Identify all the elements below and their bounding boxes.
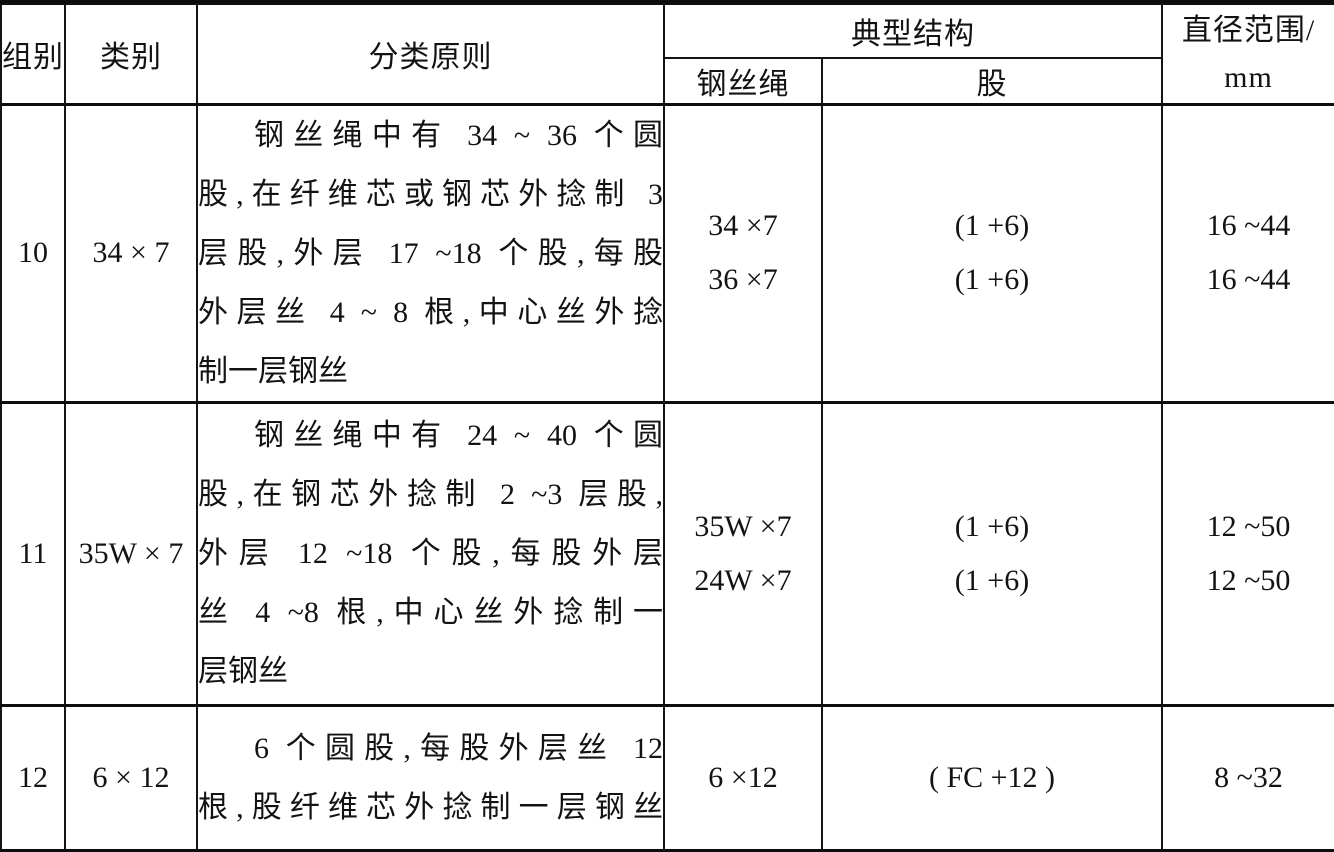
diameter-value: 8 ~32 bbox=[1214, 760, 1283, 794]
col-header-diameter-range: 直径范围/ mm bbox=[1161, 0, 1334, 105]
col-header-rope: 钢丝绳 bbox=[663, 56, 823, 105]
strand-cell: (1 +6) (1 +6) bbox=[821, 102, 1163, 403]
rope-value: 6 ×12 bbox=[708, 760, 778, 794]
col-header-typical-structure: 典型结构 bbox=[663, 0, 1163, 59]
strand-values: ( FC +12 ) bbox=[824, 751, 1160, 805]
strand-value: (1 +6) bbox=[954, 509, 1030, 543]
rope-values: 6 ×12 bbox=[666, 751, 820, 805]
rope-cell: 34 ×7 36 ×7 bbox=[663, 102, 823, 403]
header-row-1: 组别 类别 分类原则 典型结构 直径范围/ mm bbox=[0, 0, 1334, 105]
principle-line: 层钢丝 bbox=[198, 655, 288, 688]
group-cell: 12 bbox=[0, 703, 66, 852]
diameter-value: 16 ~44 bbox=[1206, 209, 1291, 242]
principle-line: 层股,外层 17 ~18 个股,每股 bbox=[198, 236, 663, 270]
principle-line: 股,在纤维芯或钢芯外捻制 3 bbox=[198, 177, 663, 211]
rope-value: 24W ×7 bbox=[694, 563, 792, 597]
principle-line: 丝 4 ~8 根,中心丝外捻制一 bbox=[198, 596, 663, 629]
rope-cell: 35W ×7 24W ×7 bbox=[663, 400, 823, 706]
col-header-category: 类别 bbox=[64, 0, 198, 105]
principle-cell: 6 个圆股,每股外层丝 12 根,股纤维芯外捻制一层钢丝 bbox=[196, 703, 665, 852]
principle-line: 根,股纤维芯外捻制一层钢丝 bbox=[198, 790, 663, 824]
strand-value: ( FC +12 ) bbox=[928, 760, 1056, 794]
principle-line: 钢丝绳中有 24 ~ 40 个圆 bbox=[254, 419, 663, 452]
strand-value: (1 +6) bbox=[954, 563, 1030, 597]
principle-line: 股,在钢芯外捻制 2 ~3 层股, bbox=[198, 478, 663, 511]
rope-cell: 6 ×12 bbox=[663, 703, 823, 852]
diameter-header-unit: mm bbox=[1224, 60, 1273, 94]
table-row-group-10: 10 34 × 7 钢丝绳中有 34 ~ 36 个圆 股,在纤维芯或钢芯外捻制 … bbox=[0, 102, 1334, 403]
group-cell: 10 bbox=[0, 102, 66, 403]
diameter-cell: 8 ~32 bbox=[1161, 703, 1334, 852]
table-row-group-11: 11 35W × 7 钢丝绳中有 24 ~ 40 个圆 股,在钢芯外捻制 2 ~… bbox=[0, 400, 1334, 706]
strand-value: (1 +6) bbox=[954, 209, 1030, 242]
rope-value: 34 ×7 bbox=[708, 209, 778, 242]
diameter-values: 12 ~50 12 ~50 bbox=[1164, 500, 1333, 608]
table-row-group-12: 12 6 × 12 6 个圆股,每股外层丝 12 根,股纤维芯外捻制一层钢丝 6… bbox=[0, 703, 1334, 852]
diameter-value: 12 ~50 bbox=[1206, 509, 1291, 543]
col-header-principle: 分类原则 bbox=[196, 0, 665, 105]
rope-value: 35W ×7 bbox=[694, 509, 792, 543]
principle-line: 钢丝绳中有 34 ~ 36 个圆 bbox=[254, 118, 663, 152]
strand-values: (1 +6) (1 +6) bbox=[824, 199, 1160, 307]
diameter-values: 8 ~32 bbox=[1164, 751, 1333, 805]
diameter-cell: 12 ~50 12 ~50 bbox=[1161, 400, 1334, 706]
principle-line: 制一层钢丝 bbox=[198, 354, 348, 388]
strand-cell: (1 +6) (1 +6) bbox=[821, 400, 1163, 706]
col-header-strand: 股 bbox=[821, 56, 1163, 105]
strand-values: (1 +6) (1 +6) bbox=[824, 500, 1160, 608]
category-cell: 35W × 7 bbox=[64, 400, 198, 706]
strand-value: (1 +6) bbox=[954, 263, 1030, 296]
strand-cell: ( FC +12 ) bbox=[821, 703, 1163, 852]
col-header-group: 组别 bbox=[0, 0, 66, 105]
principle-cell: 钢丝绳中有 24 ~ 40 个圆 股,在钢芯外捻制 2 ~3 层股, 外层 12… bbox=[196, 400, 665, 706]
principle-line: 外层 12 ~18 个股,每股外层 bbox=[198, 537, 663, 570]
principle-cell: 钢丝绳中有 34 ~ 36 个圆 股,在纤维芯或钢芯外捻制 3 层股,外层 17… bbox=[196, 102, 665, 403]
diameter-value: 16 ~44 bbox=[1206, 263, 1291, 296]
rope-values: 34 ×7 36 ×7 bbox=[666, 199, 820, 307]
group-cell: 11 bbox=[0, 400, 66, 706]
rope-values: 35W ×7 24W ×7 bbox=[666, 500, 820, 608]
principle-line: 外层丝 4 ~ 8 根,中心丝外捻 bbox=[198, 295, 663, 329]
category-cell: 34 × 7 bbox=[64, 102, 198, 403]
diameter-values: 16 ~44 16 ~44 bbox=[1164, 199, 1333, 307]
rope-value: 36 ×7 bbox=[708, 263, 778, 296]
principle-line: 6 个圆股,每股外层丝 12 bbox=[254, 731, 663, 765]
diameter-value: 12 ~50 bbox=[1206, 563, 1291, 597]
diameter-header-line1: 直径范围/ bbox=[1181, 13, 1316, 47]
category-cell: 6 × 12 bbox=[64, 703, 198, 852]
header-row-2: 钢丝绳 股 bbox=[1, 56, 1334, 105]
diameter-cell: 16 ~44 16 ~44 bbox=[1161, 102, 1334, 403]
